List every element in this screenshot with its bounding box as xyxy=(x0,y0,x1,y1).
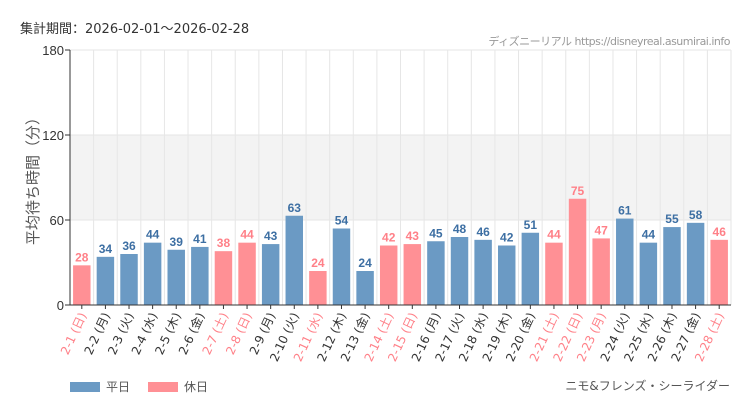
bar xyxy=(379,245,398,305)
data-label: 45 xyxy=(429,226,443,240)
data-label: 46 xyxy=(476,225,490,239)
y-tick-label: 60 xyxy=(50,213,64,228)
data-label: 44 xyxy=(146,228,160,242)
data-label: 42 xyxy=(382,231,396,245)
y-tick-label: 120 xyxy=(42,128,64,143)
legend: 平日 休日 xyxy=(70,378,208,395)
bar xyxy=(261,244,280,305)
bar xyxy=(309,271,327,305)
data-label: 24 xyxy=(311,256,325,270)
data-label: 55 xyxy=(665,212,679,226)
data-label: 58 xyxy=(689,208,703,222)
data-label: 28 xyxy=(75,250,89,264)
legend-swatch-weekday xyxy=(70,381,100,392)
data-label: 38 xyxy=(217,236,231,250)
bar xyxy=(285,215,304,305)
legend-swatch-holiday xyxy=(148,381,179,392)
data-label: 44 xyxy=(547,228,561,242)
attraction-name: ニモ&フレンズ・シーライダー xyxy=(565,379,730,393)
bar xyxy=(663,227,681,305)
bar xyxy=(73,265,91,305)
data-label: 42 xyxy=(500,231,514,245)
period-label: 集計期間：2026-02-01～2026-02-28 xyxy=(20,22,250,37)
data-label: 44 xyxy=(642,228,656,242)
bar xyxy=(191,246,209,305)
data-label: 41 xyxy=(193,232,207,246)
y-axis-label: 平均待ち時間（分） xyxy=(24,110,42,245)
bar xyxy=(403,244,422,305)
bar xyxy=(96,256,115,305)
bar xyxy=(710,239,728,305)
bar xyxy=(474,239,492,305)
data-label: 44 xyxy=(240,228,254,242)
bar xyxy=(120,254,138,305)
bar xyxy=(545,242,563,305)
bar xyxy=(568,198,587,305)
bar xyxy=(497,245,516,305)
bar xyxy=(167,249,185,305)
bar xyxy=(639,242,658,305)
data-label: 36 xyxy=(122,239,136,253)
bar xyxy=(686,222,705,305)
legend-label-weekday: 平日 xyxy=(106,380,131,394)
data-label: 47 xyxy=(594,223,608,237)
data-label: 46 xyxy=(713,225,727,239)
data-label: 75 xyxy=(571,184,585,198)
y-tick-label: 0 xyxy=(57,298,64,313)
site-credit: ディズニーリアル https://disneyreal.asumirai.inf… xyxy=(488,35,730,48)
bar xyxy=(143,242,162,305)
legend-item-weekday: 平日 xyxy=(70,378,130,395)
bar xyxy=(616,218,634,305)
legend-label-holiday: 休日 xyxy=(184,380,209,394)
data-label: 63 xyxy=(288,201,302,215)
data-label: 48 xyxy=(453,222,467,236)
bar xyxy=(332,228,351,305)
data-label: 51 xyxy=(524,218,538,232)
bar xyxy=(356,271,374,305)
data-label: 43 xyxy=(264,229,278,243)
bar xyxy=(450,237,469,305)
legend-item-holiday: 休日 xyxy=(148,378,208,395)
y-tick-label: 180 xyxy=(42,43,64,58)
data-label: 34 xyxy=(99,242,113,256)
data-label: 61 xyxy=(618,204,632,218)
bar xyxy=(592,238,610,305)
data-label: 39 xyxy=(170,235,184,249)
bar xyxy=(238,242,256,305)
data-label: 43 xyxy=(406,229,420,243)
data-label: 24 xyxy=(358,256,372,270)
data-label: 54 xyxy=(335,214,349,228)
bar xyxy=(214,251,233,305)
bar xyxy=(521,232,540,305)
bar xyxy=(427,241,445,305)
